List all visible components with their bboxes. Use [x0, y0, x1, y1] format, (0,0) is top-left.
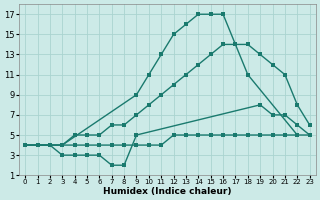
X-axis label: Humidex (Indice chaleur): Humidex (Indice chaleur)	[103, 187, 232, 196]
